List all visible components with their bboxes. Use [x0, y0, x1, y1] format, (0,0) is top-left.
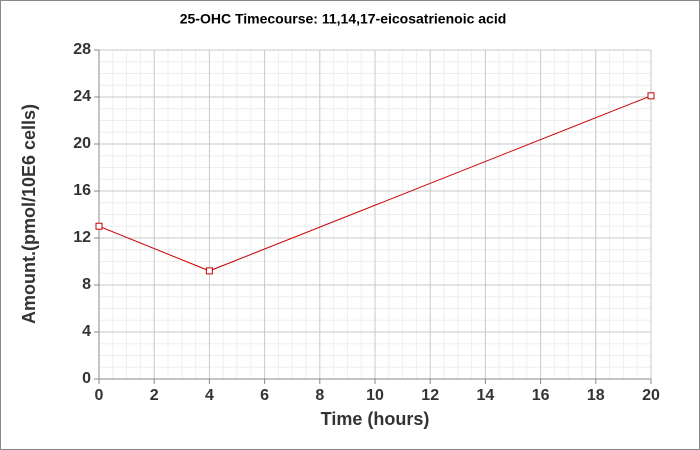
y-tick-label: 28 [73, 41, 91, 58]
data-point [205, 267, 213, 275]
y-tick-label: 0 [82, 370, 91, 387]
x-tick-label: 2 [150, 387, 159, 404]
x-tick-label: 16 [532, 387, 550, 404]
y-tick-label: 24 [73, 88, 91, 105]
x-tick-label: 12 [421, 387, 439, 404]
y-tick-label: 20 [73, 135, 91, 152]
x-tick-label: 10 [366, 387, 384, 404]
x-axis-title: Time (hours) [321, 409, 430, 429]
x-tick-label: 0 [95, 387, 104, 404]
y-tick-label: 4 [82, 323, 91, 340]
x-tick-label: 8 [315, 387, 324, 404]
y-tick-label: 16 [73, 182, 91, 199]
x-tick-label: 18 [587, 387, 605, 404]
x-tick-label: 6 [260, 387, 269, 404]
x-tick-label: 20 [642, 387, 660, 404]
y-tick-label: 12 [73, 229, 91, 246]
data-point [647, 92, 655, 100]
y-tick-label: 8 [82, 276, 91, 293]
x-tick-label: 4 [205, 387, 214, 404]
y-axis-title: Amount.(pmol/10E6 cells) [19, 104, 39, 324]
chart-title: 25-OHC Timecourse: 11,14,17-eicosatrieno… [180, 11, 507, 27]
data-point [95, 222, 103, 230]
x-tick-label: 14 [477, 387, 495, 404]
